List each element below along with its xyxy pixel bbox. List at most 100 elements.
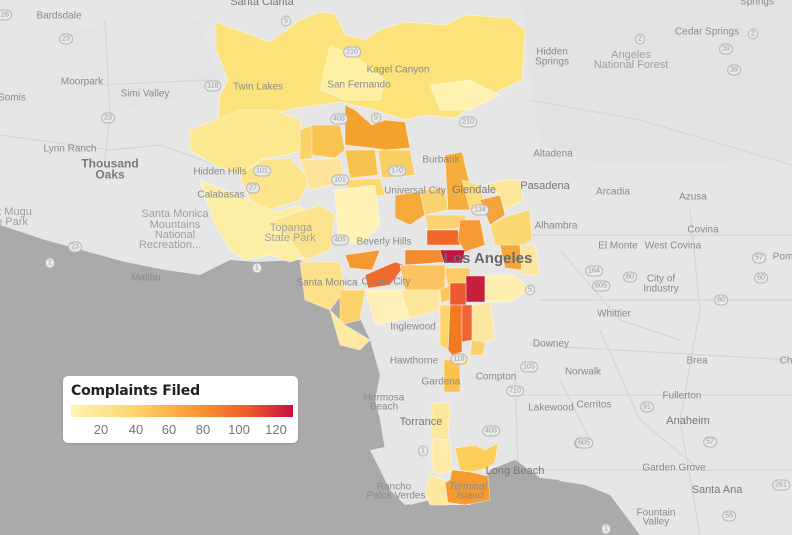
label-covina: Covina [687,224,719,236]
highway-shield: 5 [281,15,291,27]
highway-shield: 710 [506,385,524,397]
region[interactable] [344,249,381,271]
label-angeles-2: National Forest [593,58,669,71]
region-downtown[interactable] [439,249,466,264]
region[interactable] [461,304,473,343]
region-boyle[interactable] [465,275,486,303]
highway-shield: 23 [59,33,73,45]
region[interactable] [319,44,386,101]
region[interactable] [299,261,346,311]
label-topanga-1: Topanga [269,221,313,234]
region-harbor-city[interactable] [454,442,499,473]
highway-shield: 57 [752,252,766,264]
region[interactable] [449,282,467,306]
label-hidden-springs-2: Springs [535,56,569,68]
region-san-pedro[interactable] [439,469,491,506]
region[interactable] [299,124,313,161]
region-south-la[interactable] [447,304,463,356]
label-city-of-1: City of [646,273,676,285]
highway-shield: 605 [575,437,593,449]
region[interactable] [344,149,379,179]
highway-shield: 405 [331,234,349,246]
region[interactable] [457,219,486,253]
label-pasadena: Pasadena [520,179,570,192]
label-moorpark: Moorpark [60,76,104,88]
highway-shield: 405 [330,113,348,125]
label-el-monte: El Monte [598,240,638,252]
label-santa-clarita: Santa Clarita [230,0,294,8]
label-garden-grove: Garden Grove [642,462,706,474]
region[interactable] [519,244,541,276]
label-springs-top: Springs [740,0,774,8]
label-torrance: Torrance [399,415,443,428]
region[interactable] [471,301,496,346]
label-long-beach: Long Beach [485,464,545,477]
highway-shield: 126 [0,9,12,21]
region[interactable] [394,191,426,226]
label-topanga-2: State Park [264,231,316,244]
label-smm-2: Mountains [149,218,201,231]
label-cedar-springs: Cedar Springs [675,26,739,38]
highway-shield: 1 [601,523,611,535]
label-glendale: Glendale [451,183,497,196]
region[interactable] [484,274,531,303]
highway-shield: 405 [482,425,500,437]
terrain [60,0,792,165]
label-smm-3: National [154,228,196,241]
label-simi-valley: Simi Valley [120,88,170,100]
region[interactable] [484,179,524,211]
label-smm-1: Santa Monica [141,207,209,220]
long-beach-harbor [490,460,560,495]
label-fountain-1: Fountain [636,507,676,519]
label-twin-lakes: Twin Lakes [232,81,284,93]
region[interactable] [274,204,336,261]
region[interactable] [431,439,453,476]
highway-shield: 60 [623,271,637,283]
region-pacoima[interactable] [344,104,411,151]
region[interactable] [424,474,449,506]
label-culver-city: Culver City [361,276,411,288]
label-hidden-springs-1: Hidden [536,46,568,58]
highway-shield: 27 [246,182,260,194]
label-altadena: Altadena [533,148,573,160]
label-santa-monica: Santa Monica [296,277,358,289]
highway-shield: 164 [585,265,603,277]
region[interactable] [334,184,381,246]
label-terminal-2: Island [456,490,484,502]
region-hollywood[interactable] [426,229,461,246]
region[interactable] [479,194,506,226]
legend-tick: 20 [93,422,109,437]
highway-shield: 60 [714,294,728,306]
region[interactable] [309,124,346,159]
label-cerritos: Cerritos [576,399,612,411]
legend-tick: 40 [128,422,144,437]
highway-shield: 5 [525,284,535,296]
label-los-angeles: Los Angeles [443,249,533,267]
label-rancho-1: Rancho [376,481,412,493]
ocean [0,225,640,535]
label-universal-city: Universal City [384,185,446,197]
label-pomona: Pom [772,251,792,263]
highway-shield: 39 [719,43,733,55]
region[interactable] [199,179,319,263]
highway-shield: 1 [45,257,55,269]
region[interactable] [469,339,486,356]
region[interactable] [439,304,451,351]
label-pt-mugu-1: t Mugu [0,205,32,218]
region[interactable] [489,209,533,251]
region-culver[interactable] [364,261,406,289]
region[interactable] [429,79,501,111]
label-chino: Ch [779,355,792,367]
label-hidden-hills: Hidden Hills [193,166,247,178]
label-hermosa-1: Hermosa [363,392,405,404]
region[interactable] [339,289,366,326]
highway-shield: 60 [754,272,768,284]
choropleth [189,11,541,506]
region[interactable] [189,109,306,176]
region[interactable] [404,249,447,266]
region[interactable] [329,308,371,351]
legend-color-scale [71,405,293,417]
highway-shield: 134 [471,204,489,216]
